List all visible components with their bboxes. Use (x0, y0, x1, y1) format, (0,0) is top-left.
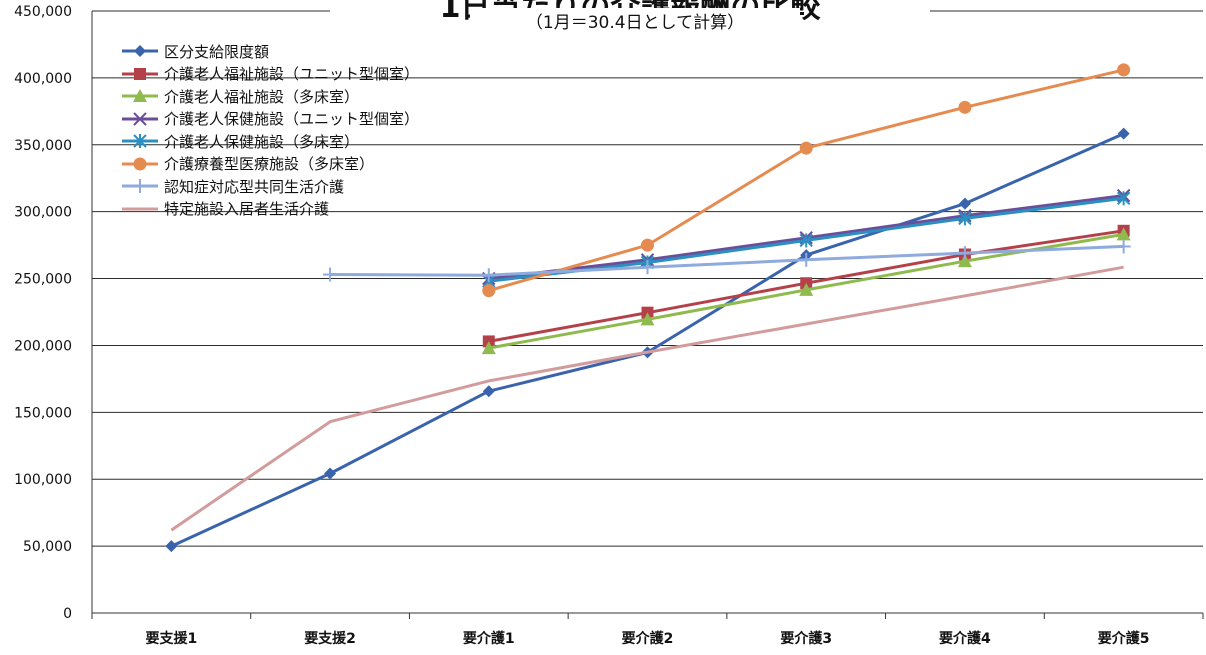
data-point (133, 112, 147, 126)
legend-item: 介護療養型医療施設（多床室） (118, 153, 478, 176)
data-point (799, 252, 814, 267)
data-point (482, 284, 496, 298)
legend-swatch (122, 134, 158, 149)
legend-item: 特定施設入居者生活介護 (118, 198, 478, 221)
legend-item: 介護老人福祉施設（多床室） (118, 85, 478, 108)
data-point (481, 268, 496, 283)
data-point (1116, 191, 1131, 206)
legend-swatch (122, 67, 158, 80)
legend-item: 介護老人福祉施設（ユニット型個室） (118, 63, 478, 86)
legend-item: 認知症対応型共同生活介護 (118, 175, 478, 198)
data-point (133, 134, 147, 149)
chart-legend: 区分支給限度額介護老人福祉施設（ユニット型個室） 介護老人福祉施設（多床室） 介護老… (118, 40, 478, 220)
data-point (482, 385, 495, 398)
legend-swatch (122, 45, 158, 58)
y-tick-label: 400,000 (14, 71, 72, 87)
data-point (134, 45, 146, 58)
data-point (799, 233, 813, 248)
legend-label: 介護老人福祉施設（多床室） (164, 87, 360, 106)
series-line-7 (330, 244, 1124, 277)
y-tick-label: 50,000 (23, 539, 72, 555)
data-point (481, 341, 496, 355)
legend-item: 区分支給限度額 (118, 40, 478, 63)
data-point (133, 179, 147, 194)
y-tick-label: 150,000 (14, 405, 72, 421)
x-tick-label: 要介護4 (939, 630, 991, 647)
legend-swatch (122, 179, 158, 194)
data-point (958, 211, 972, 226)
legend-swatch (122, 112, 158, 126)
data-point (958, 100, 972, 114)
legend-item: 介護老人保健施設（多床室） (118, 130, 478, 153)
y-tick-label: 300,000 (14, 205, 72, 221)
data-point (640, 260, 655, 275)
y-tick-label: 250,000 (14, 272, 72, 288)
data-point (133, 157, 147, 171)
x-tick-label: 要介護5 (1098, 630, 1150, 647)
data-point (323, 267, 338, 282)
x-tick-label: 要支援1 (145, 630, 197, 647)
data-point (957, 254, 972, 268)
x-tick-label: 要介護1 (463, 630, 515, 647)
legend-swatch (122, 89, 158, 103)
legend-label: 介護老人福祉施設（ユニット型個室） (164, 65, 420, 84)
data-point (640, 312, 655, 326)
series-line-8 (170, 265, 1124, 532)
legend-item: 介護老人保健施設（ユニット型個室） (118, 108, 478, 131)
legend-label: 特定施設入居者生活介護 (164, 200, 330, 219)
legend-swatch (122, 157, 158, 171)
data-point (133, 89, 147, 103)
data-point (1117, 63, 1131, 77)
y-tick-label: 0 (63, 606, 72, 622)
data-point (958, 197, 971, 210)
x-tick-label: 要支援2 (304, 630, 356, 647)
x-tick-label: 要介護3 (780, 630, 832, 647)
data-point (165, 540, 178, 553)
y-tick-label: 450,000 (14, 4, 72, 20)
legend-label: 介護老人保健施設（多床室） (164, 132, 360, 151)
data-point (1116, 239, 1131, 254)
y-tick-label: 200,000 (14, 338, 72, 354)
y-tick-label: 100,000 (14, 472, 72, 488)
data-point (957, 246, 972, 261)
data-point (324, 467, 337, 480)
y-tick-label: 350,000 (14, 138, 72, 154)
legend-swatch (122, 207, 158, 211)
x-tick-label: 要介護2 (622, 630, 674, 647)
legend-label: 介護療養型医療施設（多床室） (164, 155, 375, 174)
data-point (134, 67, 146, 80)
data-point (1117, 127, 1130, 140)
data-point (641, 238, 654, 252)
legend-label: 認知症対応型共同生活介護 (164, 177, 345, 196)
chart-subtitle: （1月＝30.4日として計算） (470, 8, 800, 33)
data-point (799, 141, 813, 155)
data-point (799, 282, 814, 296)
legend-label: 区分支給限度額 (164, 42, 270, 61)
data-point (1116, 227, 1131, 241)
legend-label: 介護老人保健施設（ユニット型個室） (164, 110, 420, 129)
